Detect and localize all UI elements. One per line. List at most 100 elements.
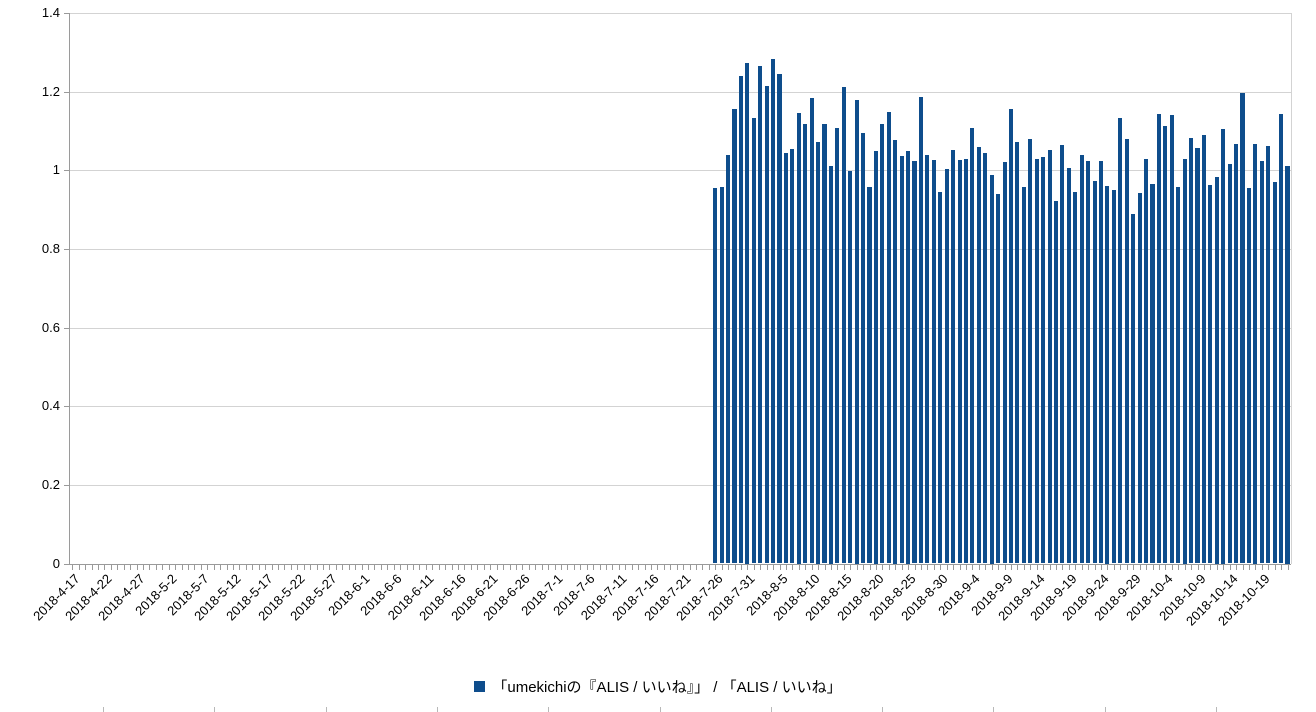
bar xyxy=(1208,185,1213,564)
x-axis-day-tick xyxy=(233,564,234,570)
legend-series-label: 「umekichiの『ALIS / いいね』」 / 「ALIS / いいね」 xyxy=(492,678,842,696)
bar xyxy=(880,124,885,564)
x-axis-day-tick xyxy=(361,564,363,570)
x-axis-day-tick xyxy=(766,564,768,570)
x-axis-day-tick xyxy=(303,564,305,570)
x-axis-day-tick xyxy=(535,564,537,570)
x-axis-day-tick xyxy=(670,564,672,570)
x-axis-day-tick xyxy=(702,564,704,570)
x-axis-day-tick xyxy=(509,564,511,570)
x-axis-day-tick xyxy=(496,564,498,570)
x-axis-day-tick xyxy=(368,564,369,570)
x-axis-day-tick xyxy=(837,564,839,570)
x-axis-day-tick xyxy=(831,564,832,570)
x-axis-day-tick xyxy=(355,564,357,570)
y-gridline xyxy=(69,13,1291,14)
x-axis-day-tick xyxy=(882,564,884,570)
y-axis-label: 0 xyxy=(52,555,60,571)
x-axis-day-tick xyxy=(515,564,517,570)
x-axis-day-tick xyxy=(933,564,935,570)
x-axis-day-tick xyxy=(97,564,99,570)
x-axis-day-tick xyxy=(1203,564,1205,570)
bar xyxy=(1233,144,1239,564)
x-axis-day-tick xyxy=(72,564,74,570)
y-axis-tick xyxy=(64,484,69,486)
y-axis-label: 1 xyxy=(52,162,60,178)
x-axis-day-tick xyxy=(567,564,569,570)
x-axis-day-tick xyxy=(162,564,164,570)
bar xyxy=(1176,186,1181,564)
x-axis-day-tick xyxy=(966,564,967,570)
y-axis-label: 1.2 xyxy=(41,83,60,99)
x-axis-day-tick xyxy=(290,564,292,570)
bar xyxy=(1047,150,1052,564)
bottom-strip-tick xyxy=(770,707,772,712)
x-axis-day-tick xyxy=(1236,564,1237,570)
x-axis-day-tick xyxy=(985,564,987,570)
x-axis-day-tick xyxy=(1287,564,1289,570)
x-axis-day-tick xyxy=(1101,564,1102,570)
x-axis-day-tick xyxy=(927,564,929,570)
x-axis-day-tick xyxy=(258,564,260,570)
x-axis-day-tick xyxy=(650,564,652,570)
bar xyxy=(1201,135,1206,564)
x-axis-day-tick xyxy=(252,564,254,570)
y-axis-label: 0.8 xyxy=(41,240,60,256)
bar xyxy=(1163,126,1168,564)
x-axis-day-tick xyxy=(760,564,762,570)
x-axis-day-tick xyxy=(278,564,279,570)
bar xyxy=(1214,177,1219,564)
bar xyxy=(719,187,724,564)
bar xyxy=(983,152,988,564)
bar xyxy=(989,175,994,564)
bar xyxy=(1259,161,1264,564)
bar xyxy=(1188,138,1194,564)
x-axis-day-tick xyxy=(824,564,826,570)
bar xyxy=(1034,159,1039,564)
x-axis-day-tick xyxy=(991,564,993,570)
x-axis-day-tick xyxy=(792,564,794,570)
legend-series-marker-icon xyxy=(474,680,486,692)
bar xyxy=(1272,181,1277,564)
bar xyxy=(906,151,911,564)
plot-right-border xyxy=(1290,13,1292,564)
bar xyxy=(777,74,782,564)
x-axis-day-tick xyxy=(406,564,408,570)
x-axis-day-tick xyxy=(734,564,736,570)
x-axis-day-tick xyxy=(271,564,273,570)
x-axis-day-tick xyxy=(200,564,202,570)
x-axis-day-tick xyxy=(155,564,157,570)
x-axis-day-tick xyxy=(136,564,138,570)
bar xyxy=(809,98,814,564)
bar xyxy=(848,171,853,564)
x-axis-day-tick xyxy=(1146,564,1147,570)
bar xyxy=(931,160,936,564)
bar xyxy=(790,149,795,564)
y-axis-tick xyxy=(64,91,69,93)
x-axis-day-tick xyxy=(425,564,427,570)
x-axis-day-tick xyxy=(953,564,955,570)
bottom-strip-tick xyxy=(548,707,550,712)
x-axis-day-tick xyxy=(805,564,807,570)
x-axis-day-tick xyxy=(753,564,755,570)
y-axis-tick xyxy=(64,563,69,565)
x-axis-day-tick xyxy=(188,564,189,570)
bar xyxy=(828,166,834,564)
bar xyxy=(1002,161,1007,564)
x-axis-day-tick xyxy=(978,564,980,570)
bar xyxy=(867,186,872,564)
x-axis-day-tick xyxy=(1223,564,1225,570)
x-axis-day-tick xyxy=(856,564,858,570)
x-axis-day-tick xyxy=(1274,564,1276,570)
x-axis-day-tick xyxy=(78,564,80,570)
x-axis-day-tick xyxy=(110,564,112,570)
bar xyxy=(944,169,949,564)
y-axis-line xyxy=(69,13,70,564)
x-axis-day-tick xyxy=(1281,564,1283,570)
x-axis-day-tick xyxy=(876,564,877,570)
x-axis-day-tick xyxy=(631,564,633,570)
x-axis-day-tick xyxy=(123,564,125,570)
x-axis-day-tick xyxy=(998,564,1000,570)
